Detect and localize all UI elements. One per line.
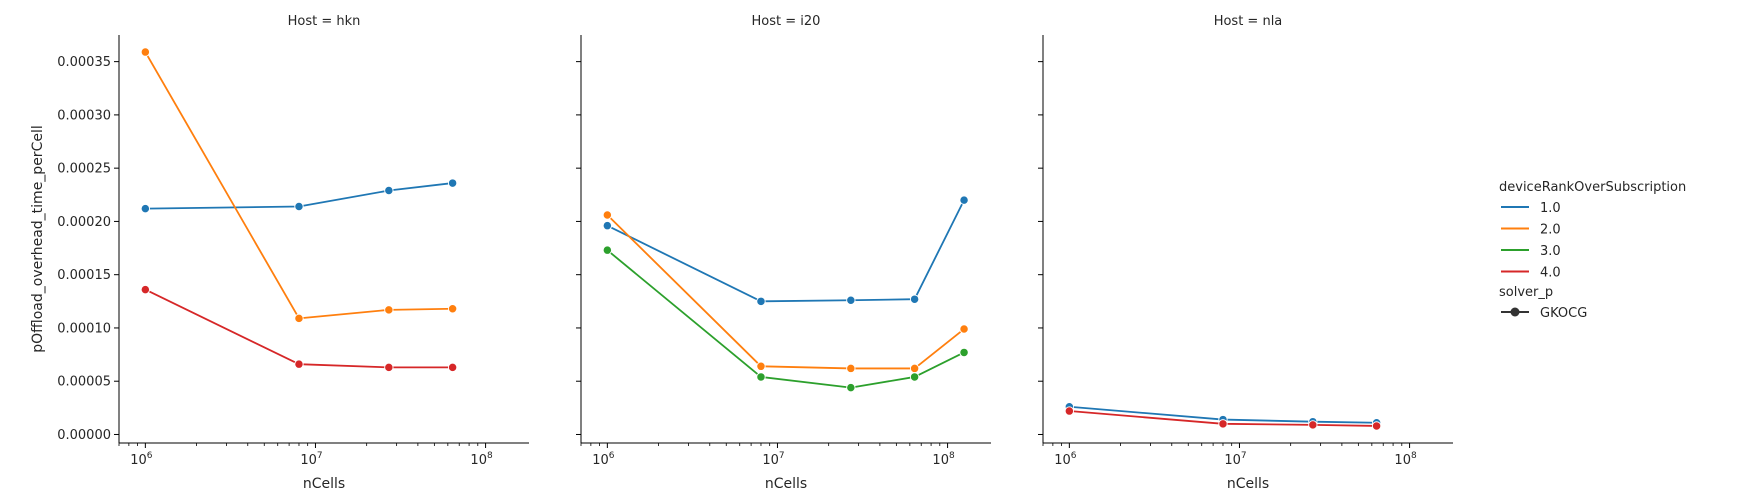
data-point — [384, 305, 394, 315]
panel-title: Host = i20 — [752, 14, 821, 29]
y-axis-label: pOffload_overhead_time_perCell — [30, 125, 46, 352]
data-point — [1064, 406, 1075, 416]
legend-label: 4.0 — [1540, 266, 1561, 281]
data-point — [756, 296, 766, 306]
panel-3: 106 107 108 Host = nla nCells — [1038, 14, 1453, 492]
x-tick-label: 108 — [1394, 451, 1417, 468]
data-point — [909, 372, 920, 382]
data-point — [756, 361, 766, 371]
legend-marker — [1510, 307, 1520, 317]
data-point — [756, 372, 766, 382]
data-point — [846, 363, 856, 374]
data-point — [447, 362, 458, 373]
data-point — [140, 203, 151, 214]
x-tick-label: 107 — [300, 451, 322, 468]
data-point — [1371, 421, 1382, 431]
y-tick-label: 0.00020 — [57, 215, 111, 230]
legend-title: deviceRankOverSubscription — [1499, 180, 1686, 195]
legend-label: GKOCG — [1540, 306, 1587, 321]
x-tick-label: 107 — [762, 451, 784, 468]
data-point — [384, 185, 394, 196]
series-line-1.0 — [1069, 405, 1377, 424]
data-point — [959, 195, 969, 205]
x-tick-label: 106 — [1054, 451, 1077, 468]
data-point — [294, 313, 304, 324]
data-point — [140, 284, 151, 295]
legend-label: 1.0 — [1540, 201, 1561, 216]
data-point — [846, 382, 856, 393]
x-tick-label: 108 — [932, 451, 955, 468]
y-tick-label: 0.00005 — [57, 375, 111, 390]
x-tick-label: 107 — [1224, 451, 1246, 468]
y-tick-label: 0.00025 — [57, 162, 111, 177]
data-point — [909, 294, 920, 304]
series-line-4.0 — [1069, 410, 1377, 427]
series-line-1.0 — [145, 182, 453, 210]
data-point — [1308, 420, 1318, 430]
y-tick-label: 0.00015 — [57, 268, 111, 283]
data-point — [294, 359, 304, 369]
x-tick-label: 106 — [592, 451, 615, 468]
x-tick-label: 108 — [470, 451, 493, 468]
series-line-4.0 — [144, 288, 453, 369]
data-point — [447, 304, 458, 314]
y-tick-label: 0.00010 — [57, 321, 111, 336]
data-point — [959, 347, 969, 358]
data-point — [447, 178, 458, 188]
data-point — [602, 245, 613, 255]
data-point — [602, 210, 613, 220]
series-line-1.0 — [606, 199, 965, 303]
legend-title: solver_p — [1499, 285, 1553, 300]
series-line-2.0 — [606, 214, 965, 370]
data-point — [140, 47, 151, 57]
x-tick-label: 106 — [130, 451, 153, 468]
panel-1: 0.00000 0.00005 0.00010 0.00015 0.00020 0.000… — [57, 14, 529, 492]
x-axis-label: nCells — [765, 476, 807, 492]
legend: deviceRankOverSubscription 1.0 2.0 3.0 4.0 so… — [1499, 180, 1686, 321]
data-point — [294, 201, 304, 212]
y-tick-label: 0.00030 — [57, 108, 111, 123]
legend-label: 2.0 — [1540, 223, 1561, 238]
data-point — [959, 324, 969, 334]
data-point — [1218, 419, 1228, 429]
panel-title: Host = hkn — [288, 14, 361, 29]
y-tick-label: 0.00035 — [57, 55, 111, 70]
legend-label: 3.0 — [1540, 244, 1561, 259]
panel-title: Host = nla — [1214, 14, 1283, 29]
data-point — [384, 362, 394, 373]
data-point — [846, 295, 856, 305]
data-point — [602, 221, 613, 231]
panel-2: 106 107 108 Host = i20 nCells — [576, 14, 991, 492]
x-axis-label: nCells — [303, 476, 345, 492]
y-tick-label: 0.00000 — [57, 428, 111, 443]
series-line-2.0 — [144, 51, 453, 320]
data-point — [909, 363, 920, 374]
x-axis-label: nCells — [1227, 476, 1269, 492]
